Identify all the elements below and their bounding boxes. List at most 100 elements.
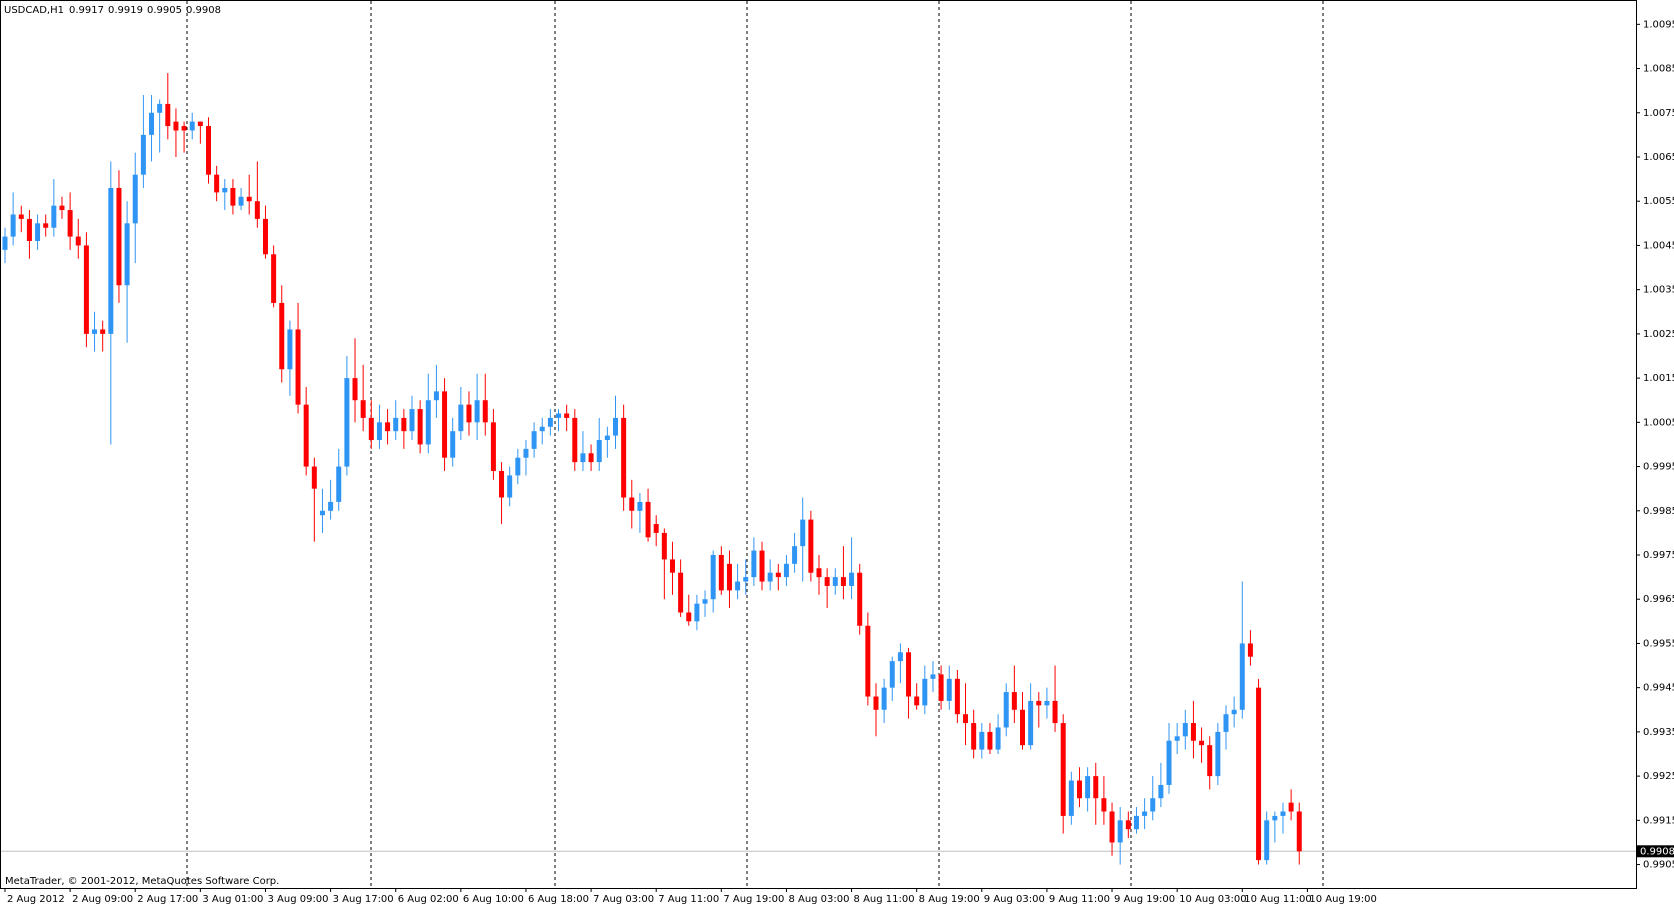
- candle-body: [979, 731, 985, 750]
- candle-body: [303, 404, 309, 467]
- candle-body: [206, 126, 211, 175]
- candle-body: [1199, 740, 1205, 746]
- candle-body: [279, 302, 285, 370]
- candle-body: [1150, 798, 1156, 812]
- candle-body: [1280, 811, 1286, 816]
- candle-body: [995, 727, 1001, 750]
- plot-frame: [0, 0, 1637, 889]
- low-value: 0.9905: [147, 5, 182, 16]
- candle-body: [376, 422, 382, 441]
- candle-body: [906, 652, 912, 697]
- chart-header: USDCAD,H1 0.9917 0.9919 0.9905 0.9908: [4, 5, 221, 16]
- candle-body: [1036, 700, 1042, 706]
- candle-body: [352, 378, 358, 401]
- candle-body: [1028, 700, 1034, 746]
- candle-body: [588, 453, 594, 463]
- candle-body: [1052, 700, 1058, 724]
- candle-body: [800, 519, 806, 547]
- x-tick-label: 10 Aug 19:00: [1309, 894, 1376, 905]
- candle-body: [295, 329, 301, 405]
- candle-body: [507, 475, 513, 498]
- candle-body: [661, 532, 667, 560]
- high-value: 0.9919: [108, 5, 143, 16]
- x-tick-label: 9 Aug 03:00: [984, 894, 1045, 905]
- candle-body: [735, 581, 741, 591]
- candle-body: [808, 519, 814, 573]
- x-tick-label: 7 Aug 11:00: [658, 894, 719, 905]
- candle-body: [556, 413, 562, 418]
- candle-body: [328, 501, 334, 511]
- candle-body: [1117, 820, 1123, 843]
- candle-body: [792, 546, 798, 564]
- candle-body: [718, 555, 724, 591]
- candle-body: [515, 457, 521, 476]
- y-tick-label: 1.0075: [1643, 108, 1674, 119]
- x-tick-label: 8 Aug 19:00: [919, 894, 980, 905]
- candle-body: [1142, 811, 1148, 816]
- y-tick-label: 0.9945: [1643, 683, 1674, 694]
- candle-body: [840, 577, 846, 586]
- candle-body: [1133, 815, 1139, 830]
- x-tick-label: 2 Aug 09:00: [72, 894, 133, 905]
- x-tick-label: 3 Aug 17:00: [333, 894, 394, 905]
- candle-body: [140, 134, 146, 175]
- candle-body: [1256, 687, 1262, 861]
- candle-body: [613, 417, 618, 436]
- candle-body: [1101, 798, 1107, 812]
- candle-body: [881, 687, 887, 710]
- candle-body: [26, 218, 32, 242]
- candle-body: [59, 205, 65, 211]
- candle-body: [1296, 811, 1302, 852]
- candle-body: [100, 329, 106, 334]
- candle-body: [409, 409, 415, 432]
- x-tick-label: 10 Aug 03:00: [1179, 894, 1246, 905]
- x-tick-label: 9 Aug 11:00: [1049, 894, 1110, 905]
- candle-body: [490, 422, 496, 471]
- x-tick-label: 8 Aug 03:00: [788, 894, 849, 905]
- candle-body: [1011, 692, 1017, 710]
- x-tick-label: 9 Aug 19:00: [1114, 894, 1175, 905]
- x-tick-label: 7 Aug 19:00: [723, 894, 784, 905]
- candle-body: [165, 103, 171, 127]
- candle-body: [710, 555, 716, 600]
- candle-body: [1166, 740, 1172, 785]
- candle-body: [385, 422, 391, 432]
- candle-body: [214, 174, 220, 193]
- candle-body: [1044, 700, 1050, 706]
- y-tick-label: 0.9985: [1643, 506, 1674, 517]
- candle-body: [873, 696, 879, 710]
- candle-body: [580, 453, 586, 463]
- candle-body: [645, 501, 651, 538]
- x-tick-label: 8 Aug 11:00: [854, 894, 915, 905]
- x-tick-label: 2 Aug 17:00: [137, 894, 198, 905]
- y-tick-label: 0.9995: [1643, 462, 1674, 473]
- candle-body: [1264, 820, 1270, 861]
- candle-body: [1231, 709, 1237, 715]
- candle-body: [425, 400, 431, 445]
- candle-body: [35, 223, 41, 242]
- candle-body: [1239, 643, 1245, 710]
- candle-body: [83, 245, 89, 334]
- y-tick-label: 1.0025: [1643, 329, 1674, 340]
- candle-body: [75, 236, 81, 246]
- y-tick-label: 0.9915: [1643, 815, 1674, 826]
- candle-body: [678, 572, 684, 613]
- candle-body: [401, 417, 407, 432]
- candle-body: [51, 205, 57, 228]
- candle-body: [1288, 802, 1294, 812]
- y-tick-label: 0.9965: [1643, 594, 1674, 605]
- candle-body: [1215, 731, 1221, 777]
- candle-body: [1060, 723, 1066, 816]
- candle-body: [686, 612, 692, 622]
- candle-body: [287, 329, 293, 370]
- y-tick-label: 1.0065: [1643, 152, 1674, 163]
- candle-body: [173, 121, 179, 131]
- candle-body: [311, 466, 317, 489]
- candle-body: [1247, 643, 1253, 657]
- y-tick-label: 0.9905: [1643, 860, 1674, 871]
- candle-body: [2, 236, 8, 250]
- candle-body: [596, 440, 602, 463]
- y-tick-label: 1.0035: [1643, 285, 1674, 296]
- candle-body: [1093, 776, 1099, 799]
- price-tag-label: 0.9908: [1640, 846, 1674, 857]
